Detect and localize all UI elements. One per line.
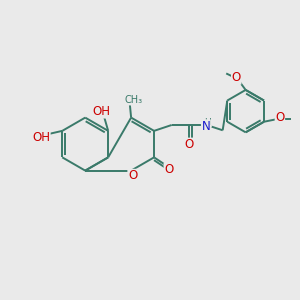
Text: O: O (185, 138, 194, 151)
Text: H: H (205, 118, 211, 127)
Text: OH: OH (32, 131, 50, 144)
Text: OH: OH (92, 105, 110, 118)
Text: CH₃: CH₃ (124, 95, 142, 105)
Text: O: O (275, 111, 284, 124)
Text: N: N (202, 120, 210, 133)
Text: O: O (232, 71, 241, 84)
Text: O: O (164, 163, 173, 176)
Text: O: O (128, 169, 137, 182)
